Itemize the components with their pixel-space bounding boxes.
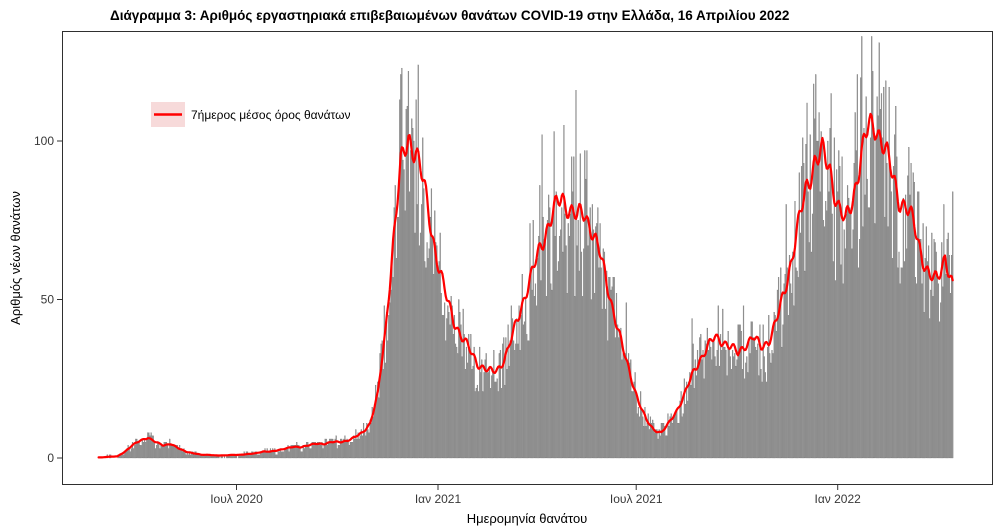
chart-title: Διάγραμμα 3: Αριθμός εργαστηριακά επιβεβ… [110, 8, 789, 23]
y-axis-title: Αριθμός νέων θανάτων [8, 191, 23, 325]
svg-text:Ιουλ 2021: Ιουλ 2021 [610, 492, 663, 506]
y-axis: 0 50 100 [34, 134, 62, 465]
x-axis-title: Ημερομηνία θανάτου [467, 511, 588, 526]
svg-text:100: 100 [34, 134, 54, 148]
seven-day-average-line [97, 112, 954, 459]
daily-deaths-bars [106, 36, 954, 459]
plot-panel-border [62, 31, 993, 485]
legend-label: 7ήμερος μέσος όρος θανάτων [191, 108, 350, 122]
svg-text:50: 50 [41, 293, 55, 307]
x-axis: Ιουλ 2020 Ιαν 2021 Ιουλ 2021 Ιαν 2022 [210, 485, 861, 506]
svg-text:Ιουλ 2020: Ιουλ 2020 [210, 492, 263, 506]
svg-text:0: 0 [47, 451, 54, 465]
svg-text:Ιαν 2022: Ιαν 2022 [815, 492, 862, 506]
svg-text:Ιαν 2021: Ιαν 2021 [415, 492, 462, 506]
legend: 7ήμερος μέσος όρος θανάτων [151, 102, 350, 127]
